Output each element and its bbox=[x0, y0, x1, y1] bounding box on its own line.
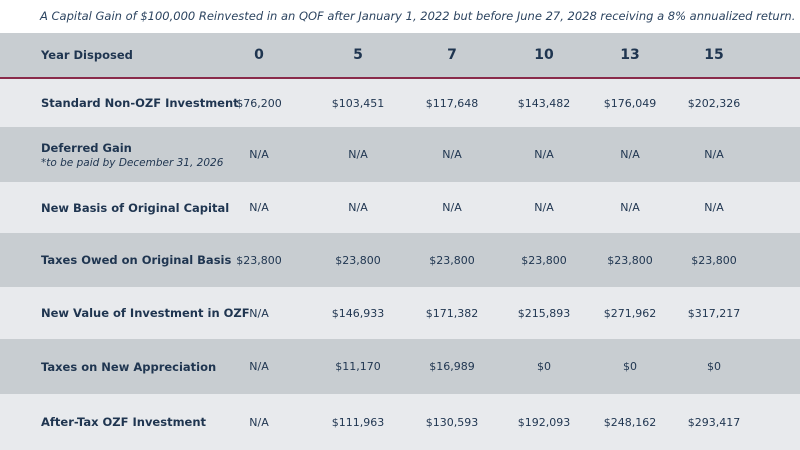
header-year: 10 bbox=[534, 47, 554, 63]
table-cell: N/A bbox=[249, 201, 269, 214]
header-year: 15 bbox=[704, 47, 724, 63]
table-cell: $143,482 bbox=[517, 96, 571, 110]
header-year: 13 bbox=[620, 47, 640, 63]
table-cell: $171,382 bbox=[425, 306, 479, 320]
table-cell: $76,200 bbox=[236, 96, 282, 110]
table-row: Deferred Gain *to be paid by December 31… bbox=[0, 127, 800, 182]
table-cell: $23,800 bbox=[607, 253, 653, 267]
table-cell: $0 bbox=[623, 360, 637, 373]
investment-comparison-table: Year Disposed 0 5 7 10 13 15 Standard No… bbox=[0, 33, 800, 450]
table-cell: $23,800 bbox=[521, 253, 567, 267]
table-cell: $192,093 bbox=[517, 415, 571, 429]
table-row: New Basis of Original Capital N/A N/A N/… bbox=[0, 182, 800, 233]
table-row: Taxes on New Appreciation N/A $11,170 $1… bbox=[0, 339, 800, 394]
table-cell: N/A bbox=[249, 415, 269, 429]
table-cell: N/A bbox=[704, 201, 724, 214]
row-sublabel: *to be paid by December 31, 2026 bbox=[41, 156, 224, 169]
table-cell: $16,989 bbox=[429, 360, 475, 373]
header-year: 0 bbox=[254, 47, 264, 63]
row-label: After-Tax OZF Investment bbox=[41, 415, 207, 429]
table-cell: N/A bbox=[249, 360, 269, 373]
table-caption: A Capital Gain of $100,000 Reinvested in… bbox=[40, 9, 796, 23]
table-cell: N/A bbox=[620, 201, 640, 214]
table-cell: $23,800 bbox=[429, 253, 475, 267]
header-year: 7 bbox=[447, 47, 457, 63]
table-cell: N/A bbox=[534, 148, 554, 161]
table-cell: $0 bbox=[537, 360, 551, 373]
table-cell: $271,962 bbox=[603, 306, 657, 320]
table-cell: $23,800 bbox=[335, 253, 381, 267]
table-cell: N/A bbox=[442, 201, 462, 214]
table-row: New Value of Investment in OZF N/A $146,… bbox=[0, 287, 800, 339]
header-label: Year Disposed bbox=[41, 48, 133, 62]
table-cell: N/A bbox=[249, 148, 269, 161]
table-cell: $293,417 bbox=[687, 415, 741, 429]
table-cell: N/A bbox=[704, 148, 724, 161]
header-year: 5 bbox=[353, 47, 363, 63]
table-cell: $111,963 bbox=[331, 415, 385, 429]
table-cell: $117,648 bbox=[425, 96, 479, 110]
table-cell: $215,893 bbox=[517, 306, 571, 320]
row-label: Taxes on New Appreciation bbox=[41, 359, 217, 374]
table-cell: $146,933 bbox=[331, 306, 385, 320]
table-cell: N/A bbox=[620, 148, 640, 161]
table-cell: N/A bbox=[348, 201, 368, 214]
table-cell: N/A bbox=[442, 148, 462, 161]
row-label: New Value of Investment in OZF bbox=[41, 306, 250, 320]
table-cell: $0 bbox=[707, 360, 721, 373]
table-row: After-Tax OZF Investment N/A $111,963 $1… bbox=[0, 394, 800, 450]
row-label-main: Deferred Gain bbox=[41, 140, 132, 155]
row-label: Taxes Owed on Original Basis bbox=[41, 253, 232, 267]
table-cell: N/A bbox=[534, 201, 554, 214]
table-cell: $176,049 bbox=[603, 96, 657, 110]
table-row: Standard Non-OZF Investment $76,200 $103… bbox=[0, 79, 800, 127]
table-cell: N/A bbox=[348, 148, 368, 161]
row-label: New Basis of Original Capital bbox=[41, 200, 230, 215]
table-cell: $11,170 bbox=[335, 360, 381, 373]
table-cell: $202,326 bbox=[687, 96, 741, 110]
row-label: Standard Non-OZF Investment bbox=[41, 96, 239, 110]
table-cell: $23,800 bbox=[691, 253, 737, 267]
table-cell: $317,217 bbox=[687, 306, 741, 320]
table-cell: N/A bbox=[249, 306, 269, 320]
table-cell: $103,451 bbox=[331, 96, 385, 110]
table-cell: $130,593 bbox=[425, 415, 479, 429]
table-cell: $248,162 bbox=[603, 415, 657, 429]
row-label: Deferred Gain *to be paid by December 31… bbox=[41, 141, 223, 169]
table-row: Taxes Owed on Original Basis $23,800 $23… bbox=[0, 233, 800, 287]
table-header-row: Year Disposed 0 5 7 10 13 15 bbox=[0, 33, 800, 79]
table-cell: $23,800 bbox=[236, 253, 282, 267]
